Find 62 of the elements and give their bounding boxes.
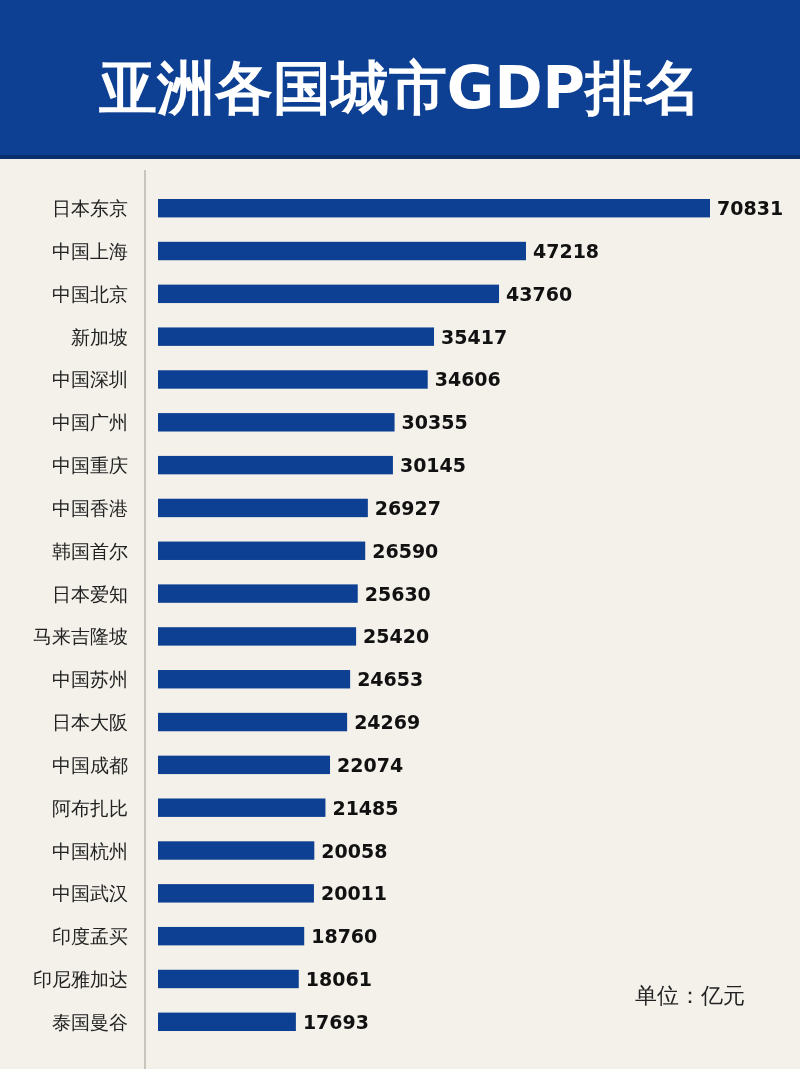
y-tick-label: 印度孟买	[52, 925, 128, 948]
data-label: 43760	[506, 282, 573, 305]
data-label: 18760	[311, 925, 378, 948]
data-label: 47218	[532, 240, 600, 263]
y-tick-label: 日本东京	[52, 197, 128, 220]
bar	[158, 198, 710, 218]
bar	[158, 241, 526, 261]
data-label: 26590	[372, 539, 439, 562]
bar	[158, 627, 357, 646]
bar	[158, 841, 315, 860]
bar	[158, 755, 331, 775]
y-tick-label: 中国深圳	[52, 368, 128, 391]
bar	[158, 1012, 296, 1032]
data-label: 24653	[357, 668, 424, 691]
data-label: 22074	[337, 753, 404, 776]
data-label: 25630	[364, 582, 431, 605]
y-tick-label: 中国广州	[52, 411, 128, 434]
bar	[158, 498, 368, 518]
data-label: 20058	[321, 839, 388, 862]
y-tick-label: 印尼雅加达	[33, 967, 128, 990]
y-tick-label: 中国上海	[52, 240, 128, 263]
data-label: 34606	[434, 368, 501, 391]
bar	[158, 969, 299, 989]
data-label: 25420	[363, 625, 430, 648]
y-tick-label: 中国成都	[52, 753, 128, 776]
y-tick-label: 泰国曼谷	[52, 1010, 128, 1033]
bar	[158, 327, 435, 346]
bar	[158, 884, 314, 903]
y-tick-label: 中国重庆	[52, 454, 128, 477]
data-label: 17693	[302, 1010, 369, 1033]
data-label: 18061	[305, 967, 372, 990]
bar	[158, 670, 351, 689]
bar	[158, 370, 428, 389]
data-label: 26927	[374, 496, 441, 519]
y-tick-label: 中国香港	[52, 496, 128, 519]
bar	[158, 413, 395, 432]
data-label: 35417	[441, 325, 508, 348]
y-tick-label: 阿布扎比	[52, 796, 128, 819]
bar	[158, 712, 348, 732]
chart-title: 亚洲各国城市GDP排名	[97, 54, 702, 122]
data-label: 30145	[399, 454, 467, 477]
data-label: 21485	[332, 796, 399, 819]
annotation: 单位：亿元	[635, 982, 745, 1008]
y-tick-label: 日本爱知	[52, 582, 128, 605]
data-label: 20011	[320, 882, 388, 905]
y-tick-label: 日本大阪	[52, 711, 128, 734]
bar	[158, 541, 366, 560]
y-tick-label: 中国北京	[52, 282, 128, 305]
bar	[158, 284, 500, 304]
data-label: 24269	[354, 711, 421, 734]
y-tick-label: 中国杭州	[52, 839, 128, 862]
y-tick-label: 马来吉隆坡	[33, 625, 128, 648]
y-tick-label: 新加坡	[71, 325, 128, 348]
bar	[158, 798, 326, 817]
bar	[158, 455, 393, 475]
bar	[158, 584, 358, 603]
data-label: 30355	[401, 411, 468, 434]
data-label: 70831	[717, 197, 784, 220]
y-tick-label: 中国苏州	[52, 668, 128, 691]
y-tick-label: 中国武汉	[52, 882, 128, 905]
bar	[158, 926, 305, 946]
y-tick-label: 韩国首尔	[52, 539, 128, 562]
